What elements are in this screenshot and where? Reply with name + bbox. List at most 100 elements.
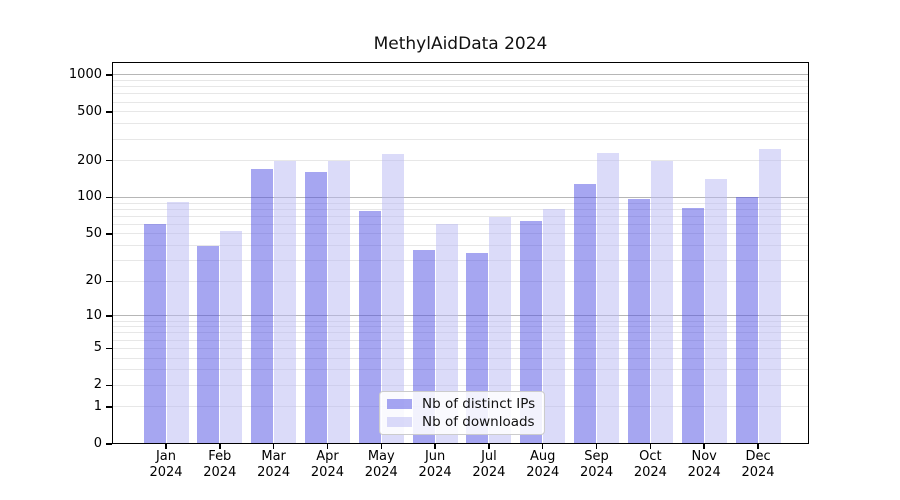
- legend-entry-downloads: Nb of downloads: [387, 414, 537, 430]
- y-tick-label: 0: [93, 436, 102, 451]
- x-tick-mark: [272, 444, 275, 449]
- bar-sep-downloads: [597, 152, 620, 444]
- minor-gridline: [112, 280, 809, 282]
- bar-jul-downloads: [489, 217, 512, 444]
- x-tick-label-jul: Jul 2024: [472, 449, 506, 480]
- minor-gridline: [112, 320, 809, 322]
- legend-label-downloads: Nb of downloads: [422, 414, 535, 430]
- x-tick-mark: [595, 444, 598, 449]
- minor-gridline: [112, 160, 809, 162]
- bar-aug-distinct-ips: [520, 221, 543, 444]
- y-tick-label: 100: [77, 189, 102, 205]
- y-tick-mark: [106, 384, 112, 387]
- minor-gridline: [112, 245, 809, 247]
- x-tick-label-sep: Sep 2024: [580, 449, 614, 480]
- x-tick-label-oct: Oct 2024: [633, 449, 667, 480]
- minor-gridline: [112, 339, 809, 341]
- x-tick-label-jan: Jan 2024: [149, 449, 183, 480]
- x-tick-mark: [703, 444, 705, 449]
- minor-gridline: [112, 123, 809, 125]
- minor-gridline: [112, 111, 809, 113]
- bar-sep-distinct-ips: [574, 183, 597, 444]
- bar-nov-downloads: [704, 178, 727, 444]
- major-gridline: [112, 74, 809, 76]
- bar-mar-downloads: [274, 160, 297, 444]
- minor-gridline: [112, 208, 809, 210]
- minor-gridline: [112, 80, 809, 82]
- x-tick-mark: [541, 444, 544, 449]
- bar-apr-downloads: [327, 161, 350, 444]
- y-tick-label: 5: [93, 340, 102, 356]
- minor-gridline: [112, 332, 809, 334]
- x-tick-mark: [380, 444, 383, 449]
- x-tick-mark: [649, 444, 652, 449]
- x-tick-label-jun: Jun 2024: [418, 449, 452, 480]
- y-tick-mark: [106, 406, 112, 408]
- bar-jan-distinct-ips: [143, 223, 166, 444]
- bar-dec-downloads: [758, 148, 781, 444]
- y-tick-label: 1000: [68, 66, 102, 82]
- y-tick-mark: [106, 347, 112, 350]
- bar-mar-distinct-ips: [251, 168, 274, 444]
- legend-label-distinct-ips: Nb of distinct IPs: [422, 396, 536, 412]
- bar-apr-distinct-ips: [304, 171, 327, 444]
- legend-entry-distinct-ips: Nb of distinct IPs: [387, 396, 537, 412]
- x-tick-label-may: May 2024: [364, 449, 398, 480]
- x-tick-label-apr: Apr 2024: [310, 449, 344, 480]
- y-tick-label: 1: [93, 398, 102, 414]
- minor-gridline: [112, 384, 809, 386]
- x-tick-mark: [326, 444, 329, 449]
- y-tick-label: 500: [77, 103, 102, 119]
- minor-gridline: [112, 369, 809, 371]
- y-tick-label: 2: [93, 377, 102, 393]
- x-tick-mark: [488, 444, 490, 449]
- legend: Nb of distinct IPs Nb of downloads: [379, 391, 545, 435]
- bar-oct-downloads: [650, 160, 673, 444]
- y-tick-label: 10: [85, 307, 102, 323]
- x-tick-label-nov: Nov 2024: [687, 449, 721, 480]
- bar-may-distinct-ips: [358, 211, 381, 444]
- y-tick-mark: [106, 443, 112, 445]
- x-tick-mark: [219, 444, 221, 449]
- chart-title: MethylAidData 2024: [373, 34, 548, 54]
- bar-aug-downloads: [543, 209, 566, 444]
- bar-may-downloads: [381, 153, 404, 444]
- minor-gridline: [112, 138, 809, 140]
- y-tick-mark: [106, 315, 112, 317]
- major-gridline: [112, 315, 809, 317]
- legend-swatch-downloads-icon: [387, 417, 412, 427]
- bar-oct-distinct-ips: [627, 199, 650, 444]
- y-tick-mark: [106, 233, 112, 235]
- bar-nov-distinct-ips: [681, 207, 704, 444]
- y-tick-mark: [106, 111, 112, 113]
- y-tick-label: 20: [85, 273, 102, 289]
- plot-area: [112, 62, 809, 444]
- minor-gridline: [112, 326, 809, 328]
- bar-jun-downloads: [435, 224, 458, 444]
- y-tick-mark: [106, 196, 112, 199]
- minor-gridline: [112, 260, 809, 262]
- bar-dec-distinct-ips: [735, 197, 758, 444]
- bar-jan-downloads: [166, 201, 189, 444]
- y-tick-mark: [106, 74, 112, 76]
- minor-gridline: [112, 215, 809, 217]
- y-tick-mark: [106, 159, 112, 162]
- bar-feb-downloads: [220, 230, 243, 444]
- minor-gridline: [112, 101, 809, 103]
- y-tick-label: 50: [85, 225, 102, 241]
- minor-gridline: [112, 233, 809, 235]
- x-tick-label-dec: Dec 2024: [741, 449, 775, 480]
- bar-feb-distinct-ips: [197, 245, 220, 444]
- minor-gridline: [112, 357, 809, 359]
- minor-gridline: [112, 93, 809, 95]
- legend-swatch-distinct-ips-icon: [387, 399, 412, 409]
- minor-gridline: [112, 202, 809, 204]
- minor-gridline: [112, 223, 809, 225]
- x-tick-label-aug: Aug 2024: [526, 449, 560, 480]
- major-gridline: [112, 196, 809, 198]
- x-tick-mark: [757, 444, 759, 449]
- y-tick-label: 200: [77, 152, 102, 168]
- minor-gridline: [112, 347, 809, 349]
- minor-gridline: [112, 86, 809, 88]
